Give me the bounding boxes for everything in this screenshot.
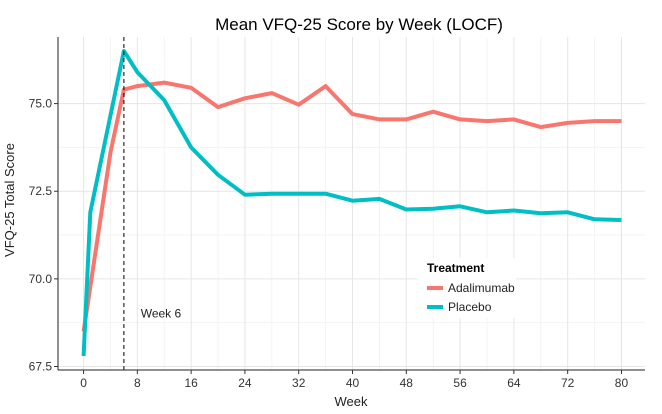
x-axis-title: Week	[335, 394, 368, 409]
x-tick-label: 48	[400, 376, 414, 390]
y-tick-label: 75.0	[29, 97, 53, 111]
y-tick-label: 72.5	[29, 184, 53, 198]
chart-title: Mean VFQ-25 Score by Week (LOCF)	[215, 15, 503, 34]
series-line-placebo	[81, 49, 622, 357]
legend: Treatment Adalimumab Placebo	[418, 258, 516, 318]
legend-title: Treatment	[427, 261, 484, 275]
x-tick-label: 56	[453, 376, 467, 390]
series-lines	[81, 49, 622, 357]
y-tick-label: 70.0	[29, 272, 53, 286]
x-tick-label: 16	[184, 376, 198, 390]
x-tick-label: 0	[80, 376, 87, 390]
x-tick-label: 24	[238, 376, 252, 390]
x-tick-label: 40	[346, 376, 360, 390]
y-tick-label: 67.5	[29, 359, 53, 373]
x-tick-label: 80	[615, 376, 629, 390]
x-tick-label: 72	[561, 376, 575, 390]
x-tick-label: 8	[134, 376, 141, 390]
week-6-label: Week 6	[141, 306, 182, 320]
legend-label-placebo: Placebo	[448, 300, 492, 314]
x-tick-label: 32	[292, 376, 306, 390]
y-axis-title: VFQ-25 Total Score	[2, 143, 17, 257]
annotations: Week 6	[123, 37, 182, 370]
legend-label-adalimumab: Adalimumab	[448, 281, 515, 295]
axes: 0 8 16 24 32 40 48 56 64 72 80 67.5 70.0 72.5 75.0	[29, 37, 645, 390]
x-tick-label: 64	[507, 376, 521, 390]
